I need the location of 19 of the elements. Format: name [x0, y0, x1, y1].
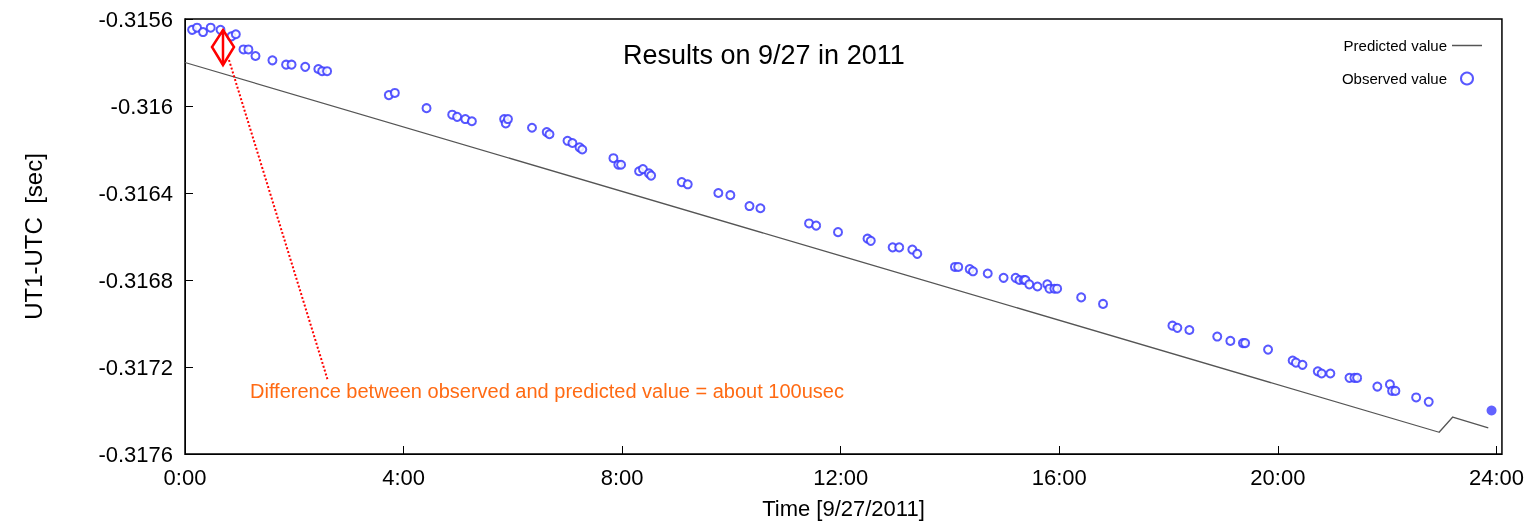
y-tick-label: -0.3176 — [98, 441, 173, 467]
y-axis-title: UT1-UTC [sec] — [19, 153, 47, 320]
x-tick-label: 4:00 — [382, 464, 425, 490]
y-tick-label: -0.3156 — [98, 6, 173, 32]
text: Results on 9/27 in 2011 — [623, 39, 905, 70]
x-tick-label: 20:00 — [1250, 464, 1306, 490]
x-tick-label: 24:00 — [1468, 464, 1524, 490]
legend-label: Observed value — [1341, 70, 1447, 87]
x-tick-label: 8:00 — [600, 464, 644, 490]
x-axis-title: Time [9/27/2011] — [762, 495, 925, 521]
y-tick-label: -0.3164 — [98, 180, 173, 206]
legend-label: Predicted value — [1343, 37, 1447, 54]
x-tick-label: 0:00 — [163, 464, 207, 490]
x-tick-label: 16:00 — [1031, 464, 1087, 490]
x-tick-label: 12:00 — [813, 464, 869, 490]
y-tick-label: -0.316 — [110, 93, 173, 119]
annotation: Difference between observed and predicted value = about 100usec — [250, 380, 844, 402]
y-tick-label: -0.3168 — [98, 267, 173, 293]
y-tick-label: -0.3172 — [98, 354, 173, 380]
